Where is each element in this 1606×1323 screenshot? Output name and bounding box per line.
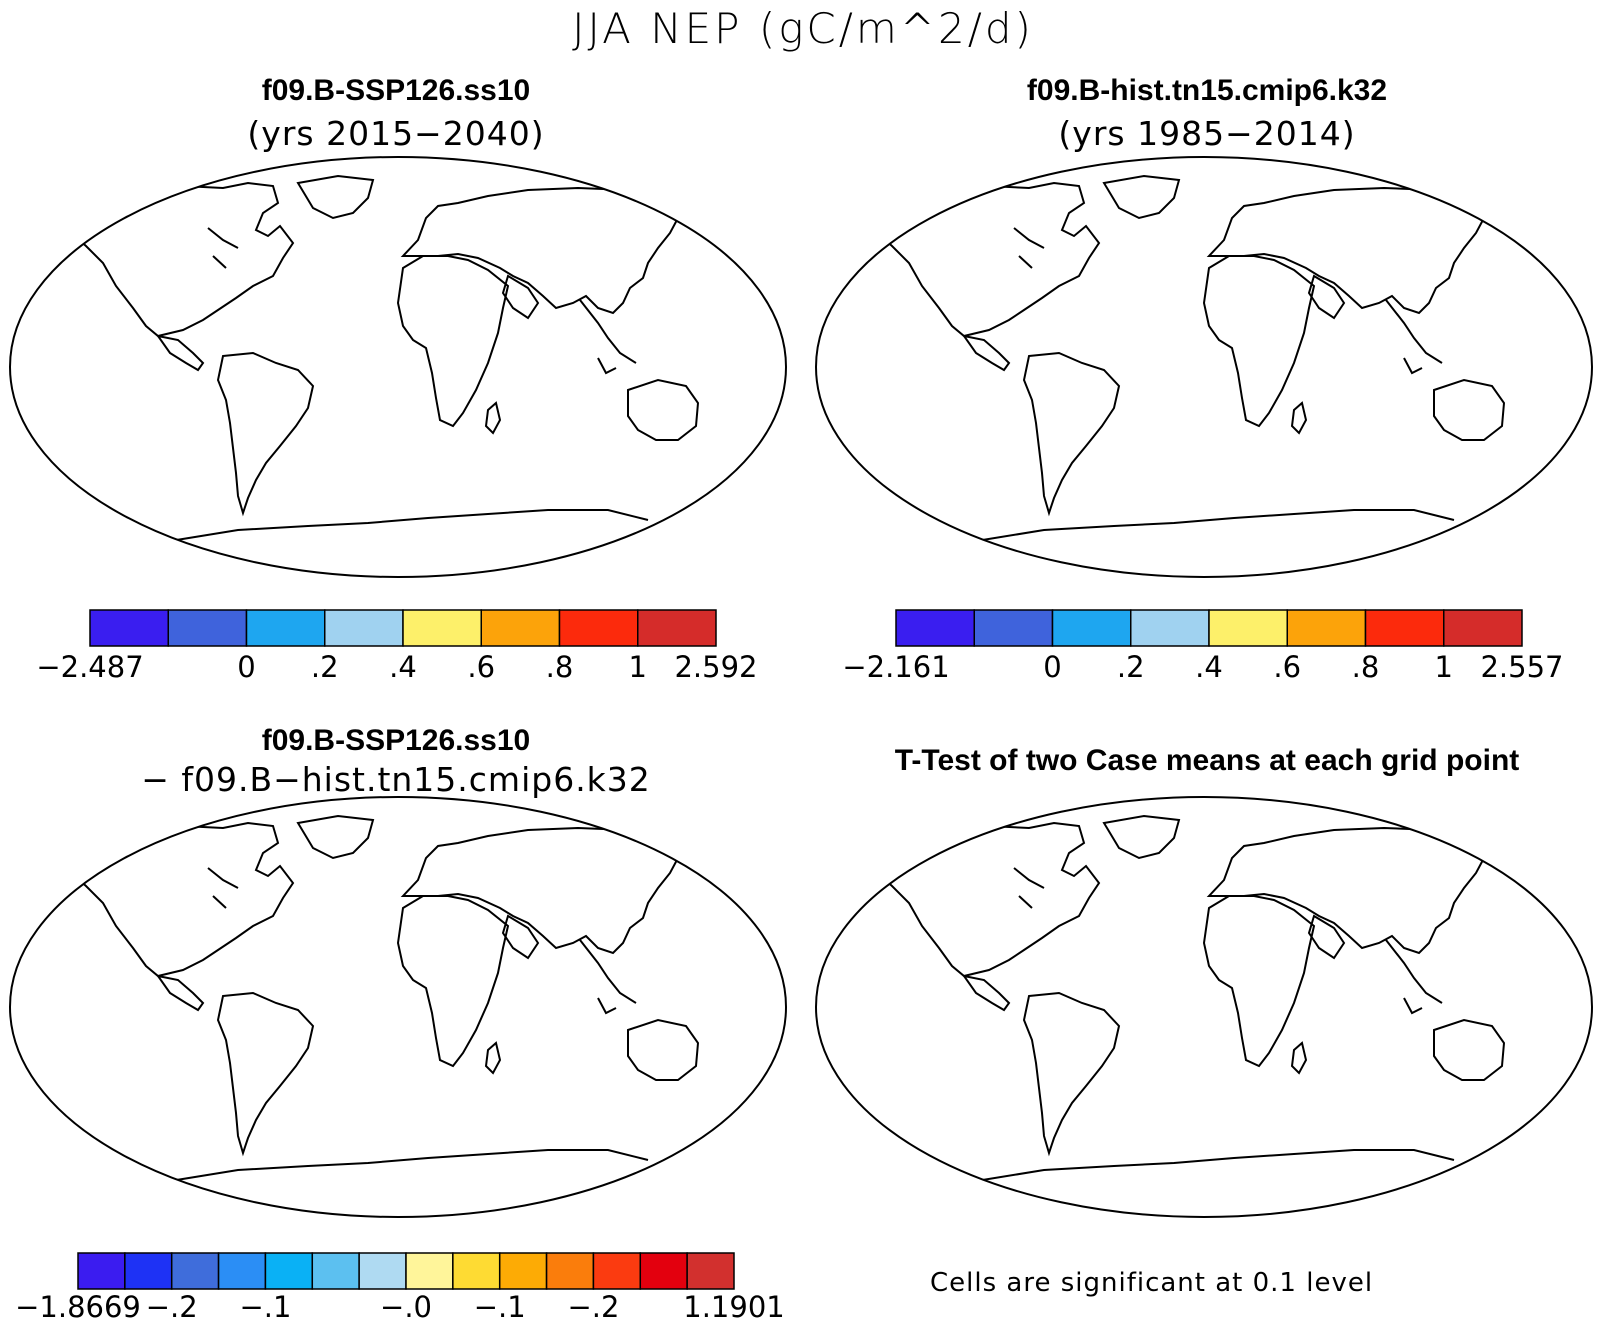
colorbar-swatch [639, 1252, 688, 1290]
colorbar-label: 0 [1043, 650, 1061, 684]
colorbar-swatch [170, 1252, 220, 1290]
panel3-title: f09.B-SSP126.ss10 [261, 724, 531, 757]
colorbar-swatch [895, 609, 975, 647]
colorbar-label: −1.8669 [15, 1290, 141, 1323]
colorbar-label: .6 [467, 650, 495, 684]
colorbar-label: 2.557 [1480, 650, 1563, 684]
figure-title: JJA NEP (gC/m^2/d) [572, 4, 1034, 53]
colorbar-swatch [89, 609, 169, 647]
colorbar-label: .4 [1195, 650, 1223, 684]
colorbar-label: .8 [546, 650, 574, 684]
colorbar-swatch [498, 1252, 548, 1290]
colorbar-swatch [1051, 609, 1132, 647]
panel2-subtitle: (yrs 1985−2014) [1058, 114, 1356, 153]
colorbar-label: .2 [311, 650, 339, 684]
map-panel3 [9, 796, 787, 1218]
colorbar-label: −.2 [567, 1290, 619, 1323]
colorbar-panel3: −1.8669 −.2 −.1 −.0 −.1 −.2 1.1901 [15, 1252, 785, 1323]
colorbar-swatch [358, 1252, 407, 1290]
colorbar-swatch [1286, 609, 1367, 647]
significance-note: Cells are significant at 0.1 level [930, 1268, 1374, 1298]
colorbar-swatch [973, 609, 1054, 647]
colorbar-swatch [405, 1252, 454, 1290]
colorbar-swatch [592, 1252, 642, 1290]
colorbar-swatch [77, 1252, 126, 1290]
colorbar-swatch [1208, 609, 1288, 647]
colorbar-label: −.1 [239, 1290, 291, 1323]
colorbar-label: 1.1901 [683, 1290, 784, 1323]
colorbar-swatch [124, 1252, 173, 1290]
colorbar-swatch [558, 609, 639, 647]
colorbar-swatch [167, 609, 248, 647]
map-panel2 [815, 156, 1593, 578]
panel2-title: f09.B-hist.tn15.cmip6.k32 [1026, 74, 1388, 107]
colorbar-swatch [452, 1252, 501, 1290]
map-panel4 [815, 796, 1593, 1218]
colorbar-label: 2.592 [674, 650, 757, 684]
colorbar-swatch [545, 1252, 595, 1290]
colorbar-swatch [1130, 609, 1210, 647]
colorbar-label: 1 [629, 650, 647, 684]
colorbar-label: 1 [1435, 650, 1453, 684]
colorbar-swatch [637, 609, 717, 647]
colorbar-label: −.1 [474, 1290, 526, 1323]
colorbar-swatch [686, 1252, 735, 1290]
colorbar-panel1: −2.487 0 .2 .4 .6 .8 1 2.592 [36, 609, 758, 684]
colorbar-label: −2.487 [36, 650, 143, 684]
colorbar-swatch [311, 1252, 360, 1290]
colorbar-swatch [245, 609, 326, 647]
panel4-title: T-Test of two Case means at each grid po… [894, 744, 1520, 777]
colorbar-label: −2.161 [842, 650, 949, 684]
colorbar-label: .6 [1273, 650, 1301, 684]
colorbar-label: −.0 [380, 1290, 432, 1323]
colorbar-swatch [324, 609, 404, 647]
colorbar-label: 0 [237, 650, 255, 684]
colorbar-swatch [480, 609, 561, 647]
panel3-subtitle: − f09.B−hist.tn15.cmip6.k32 [141, 760, 651, 799]
colorbar-panel2: −2.161 0 .2 .4 .6 .8 1 2.557 [842, 609, 1564, 684]
colorbar-swatch [402, 609, 482, 647]
colorbar-swatch [1443, 609, 1523, 647]
panel1-subtitle: (yrs 2015−2040) [247, 114, 545, 153]
colorbar-swatch [1364, 609, 1445, 647]
colorbar-label: −.2 [146, 1290, 198, 1323]
colorbar-label: .4 [389, 650, 417, 684]
colorbar-label: .8 [1352, 650, 1380, 684]
colorbar-label: .2 [1117, 650, 1145, 684]
colorbar-swatch [264, 1252, 314, 1290]
map-panel1 [9, 156, 787, 578]
colorbar-swatch [217, 1252, 267, 1290]
panel1-title: f09.B-SSP126.ss10 [261, 74, 531, 107]
